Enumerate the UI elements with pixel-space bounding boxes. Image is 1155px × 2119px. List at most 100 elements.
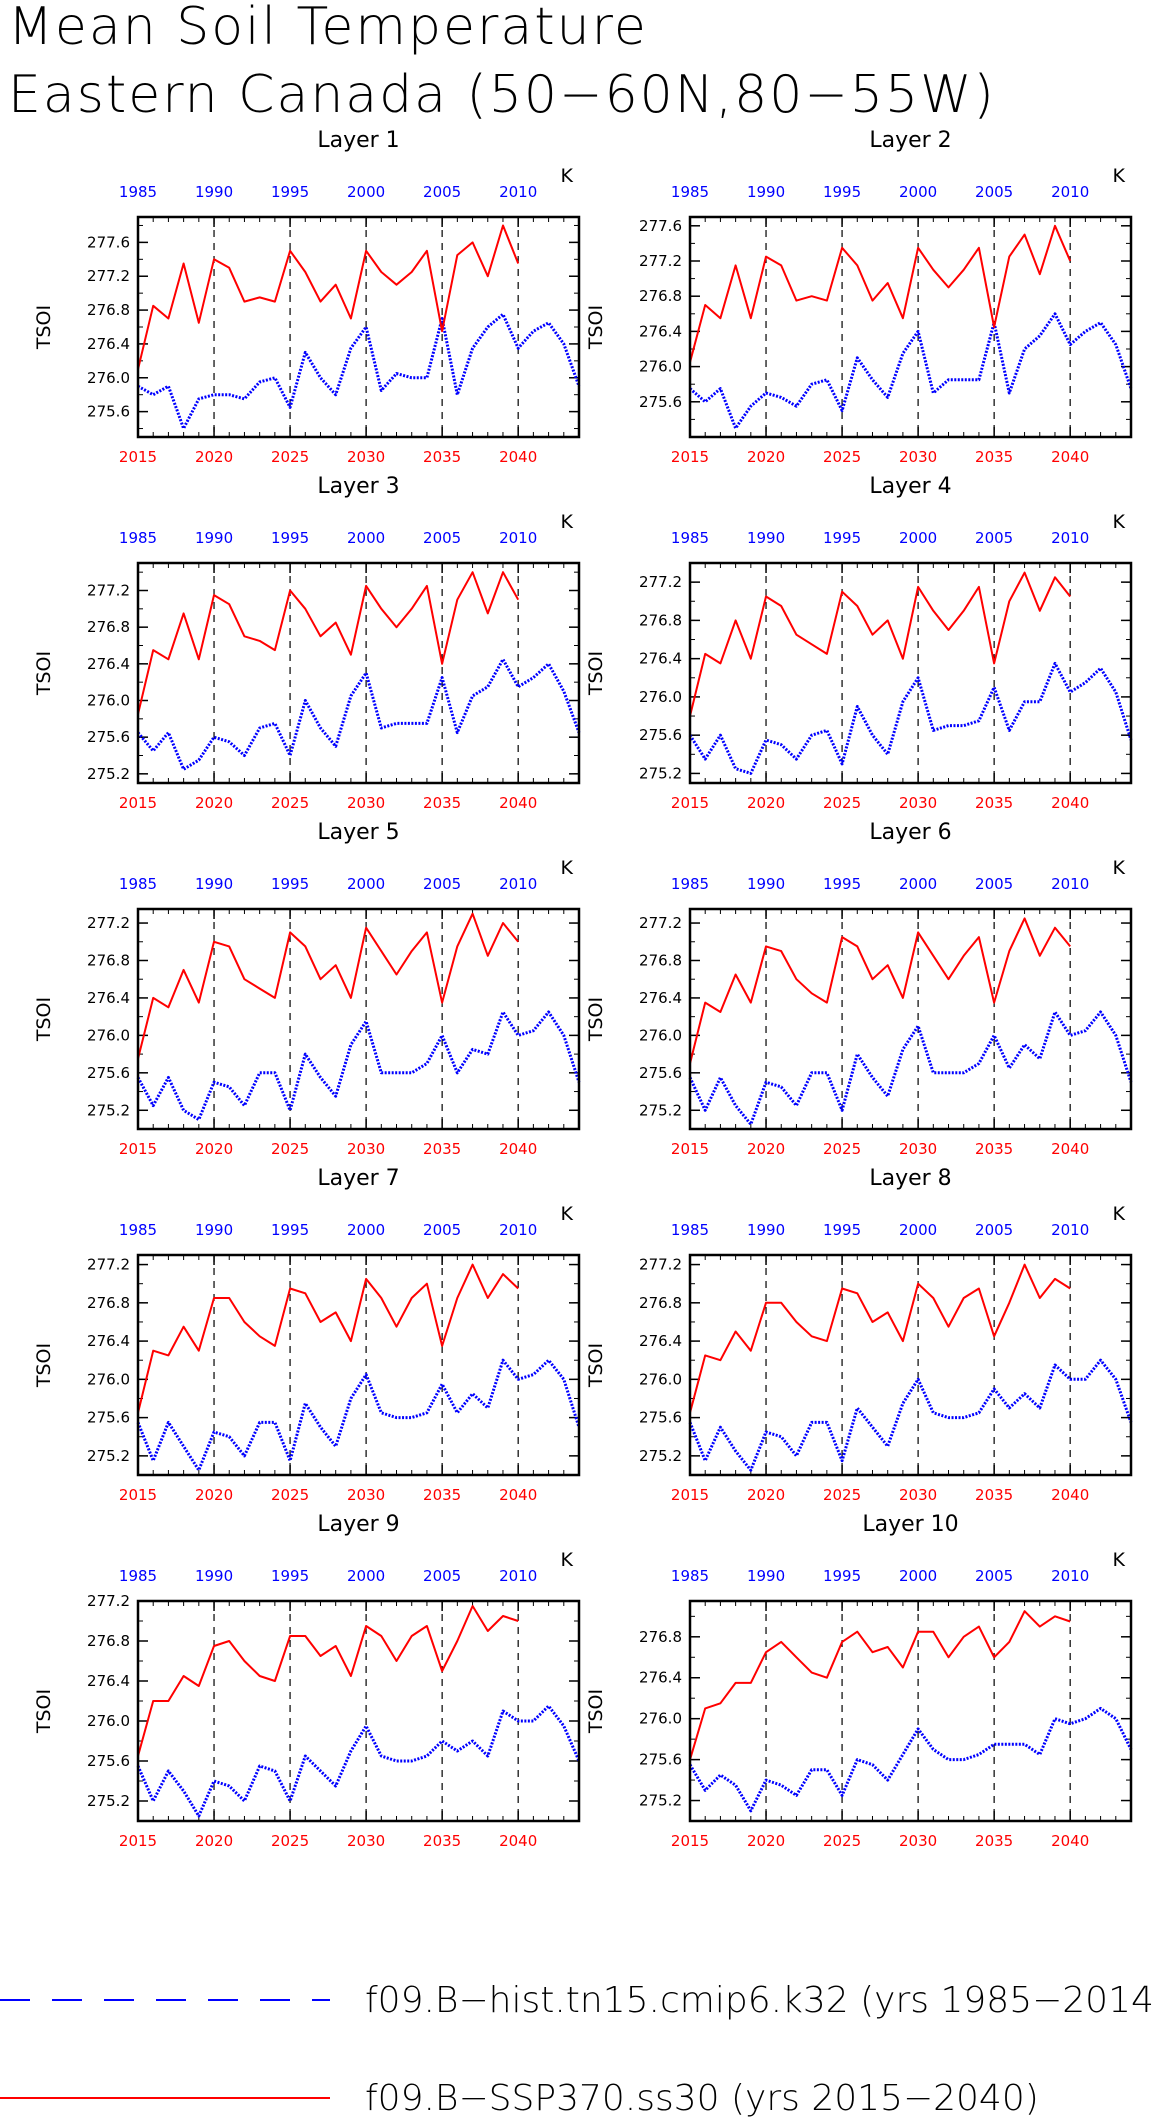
y-tick-label: 276.0	[87, 1712, 130, 1730]
panel-title: Layer 4	[869, 474, 951, 499]
figure-title-line-2: Eastern Canada (50−60N,80−55W)	[8, 65, 996, 125]
x-tick-label-top: 2000	[347, 1221, 385, 1239]
x-tick-label-bottom: 2020	[195, 794, 233, 812]
x-tick-label-bottom: 2020	[195, 1486, 233, 1504]
x-tick-label-bottom: 2025	[271, 448, 309, 466]
series-line-hist	[688, 1010, 1133, 1126]
x-tick-label-top: 2005	[975, 875, 1013, 893]
y-tick-label: 275.6	[87, 1064, 130, 1082]
units-label: K	[561, 511, 574, 533]
x-tick-label-top: 2000	[899, 1567, 937, 1585]
x-tick-label-top: 2000	[899, 1221, 937, 1239]
x-tick-label-bottom: 2025	[271, 1140, 309, 1158]
x-tick-label-bottom: 2020	[747, 1140, 785, 1158]
x-tick-label-top: 1995	[271, 1221, 309, 1239]
x-tick-label-bottom: 2015	[119, 1486, 157, 1504]
x-tick-label-bottom: 2030	[899, 794, 937, 812]
series-line-ssp	[137, 224, 520, 370]
x-tick-label-top: 1985	[671, 1567, 709, 1585]
panel-2: Layer 2 K TSOI 2015 1985 2020 1990 2025 1995 2030…	[585, 128, 1133, 466]
x-tick-label-bottom: 2030	[347, 1486, 385, 1504]
units-label: K	[561, 1203, 574, 1225]
x-tick-label-bottom: 2025	[823, 1140, 861, 1158]
y-tick-label: 276.4	[639, 322, 682, 340]
series-line-ssp	[689, 1610, 1071, 1760]
y-tick-label: 275.6	[87, 728, 130, 746]
figure-title-line-1: Mean Soil Temperature	[8, 0, 648, 57]
y-tick-label: 275.2	[87, 1447, 130, 1465]
x-tick-label-top: 2005	[423, 183, 461, 201]
x-tick-label-top: 1990	[747, 183, 785, 201]
y-axis-label: TSOI	[33, 997, 55, 1042]
series-line-ssp	[137, 1263, 519, 1414]
plot-frame	[136, 1253, 581, 1477]
y-tick-label: 275.2	[639, 1447, 682, 1465]
panel-1: Layer 1 K TSOI 2015 1985 2020 1990 2025 1995 2030…	[33, 128, 581, 466]
series-line-hist	[688, 1358, 1133, 1472]
x-tick-label-bottom: 2030	[899, 448, 937, 466]
y-tick-label: 276.8	[87, 1632, 130, 1650]
x-tick-label-top: 1990	[747, 1567, 785, 1585]
y-tick-label: 276.8	[87, 951, 130, 969]
series-line-hist	[136, 1358, 581, 1472]
plot-frame	[688, 215, 1133, 439]
panel-7: Layer 7 K TSOI 2015 1985 2020 1990 2025 1995 2030…	[33, 1166, 581, 1504]
x-tick-label-top: 1995	[823, 875, 861, 893]
series-line-ssp	[137, 912, 519, 1060]
x-tick-label-bottom: 2040	[1051, 1486, 1089, 1504]
plot-frame	[688, 1599, 1133, 1823]
y-tick-label: 277.2	[639, 252, 682, 270]
y-tick-label: 276.4	[639, 989, 682, 1007]
y-tick-label: 277.2	[639, 573, 682, 591]
y-tick-label: 277.6	[639, 217, 682, 235]
x-tick-label-top: 1995	[271, 183, 309, 201]
y-tick-label: 276.4	[87, 989, 130, 1007]
x-tick-label-top: 2005	[975, 529, 1013, 547]
y-tick-label: 276.0	[639, 358, 682, 376]
x-tick-label-bottom: 2035	[975, 1832, 1013, 1850]
panels: Layer 1 K TSOI 2015 1985 2020 1990 2025 1995 2030…	[33, 128, 1133, 1850]
units-label: K	[1113, 165, 1126, 187]
series-line-ssp	[689, 571, 1071, 717]
y-tick-label: 275.2	[639, 1792, 682, 1810]
units-label: K	[1113, 1203, 1126, 1225]
x-tick-label-bottom: 2035	[423, 794, 461, 812]
x-tick-label-bottom: 2020	[195, 448, 233, 466]
panel-title: Layer 5	[317, 820, 399, 845]
x-tick-label-bottom: 2040	[499, 794, 537, 812]
x-tick-label-bottom: 2035	[423, 448, 461, 466]
x-tick-label-bottom: 2015	[671, 1486, 709, 1504]
plot-frame	[136, 907, 581, 1131]
x-tick-label-top: 1995	[271, 875, 309, 893]
x-tick-label-top: 2010	[499, 875, 537, 893]
x-tick-label-top: 2005	[423, 529, 461, 547]
x-tick-label-bottom: 2040	[499, 1486, 537, 1504]
x-tick-label-bottom: 2020	[747, 1832, 785, 1850]
series-line-hist	[136, 1704, 581, 1818]
x-tick-label-top: 1995	[823, 183, 861, 201]
y-tick-label: 277.2	[87, 267, 130, 285]
x-tick-label-bottom: 2015	[671, 1832, 709, 1850]
x-tick-label-bottom: 2025	[823, 1832, 861, 1850]
x-tick-label-bottom: 2025	[271, 794, 309, 812]
x-tick-label-bottom: 2040	[1051, 1832, 1089, 1850]
x-tick-label-bottom: 2025	[271, 1832, 309, 1850]
y-tick-label: 276.8	[639, 951, 682, 969]
y-tick-label: 277.2	[87, 582, 130, 600]
y-tick-label: 275.2	[87, 765, 130, 783]
y-tick-label: 276.8	[87, 301, 130, 319]
y-tick-label: 275.2	[639, 764, 682, 782]
x-tick-label-top: 2010	[1051, 875, 1089, 893]
x-tick-label-bottom: 2040	[1051, 1140, 1089, 1158]
y-tick-label: 276.0	[87, 692, 130, 710]
plot-frame	[688, 1253, 1133, 1477]
plot-frame	[136, 1599, 581, 1823]
panel-5: Layer 5 K TSOI 2015 1985 2020 1990 2025 1995 2030…	[33, 820, 581, 1158]
series-line-ssp	[137, 1605, 519, 1757]
y-axis-label: TSOI	[33, 305, 55, 350]
series-line-hist	[136, 657, 581, 771]
x-tick-label-top: 1990	[195, 875, 233, 893]
plot-frame	[688, 561, 1133, 785]
series-line-hist	[137, 312, 581, 430]
